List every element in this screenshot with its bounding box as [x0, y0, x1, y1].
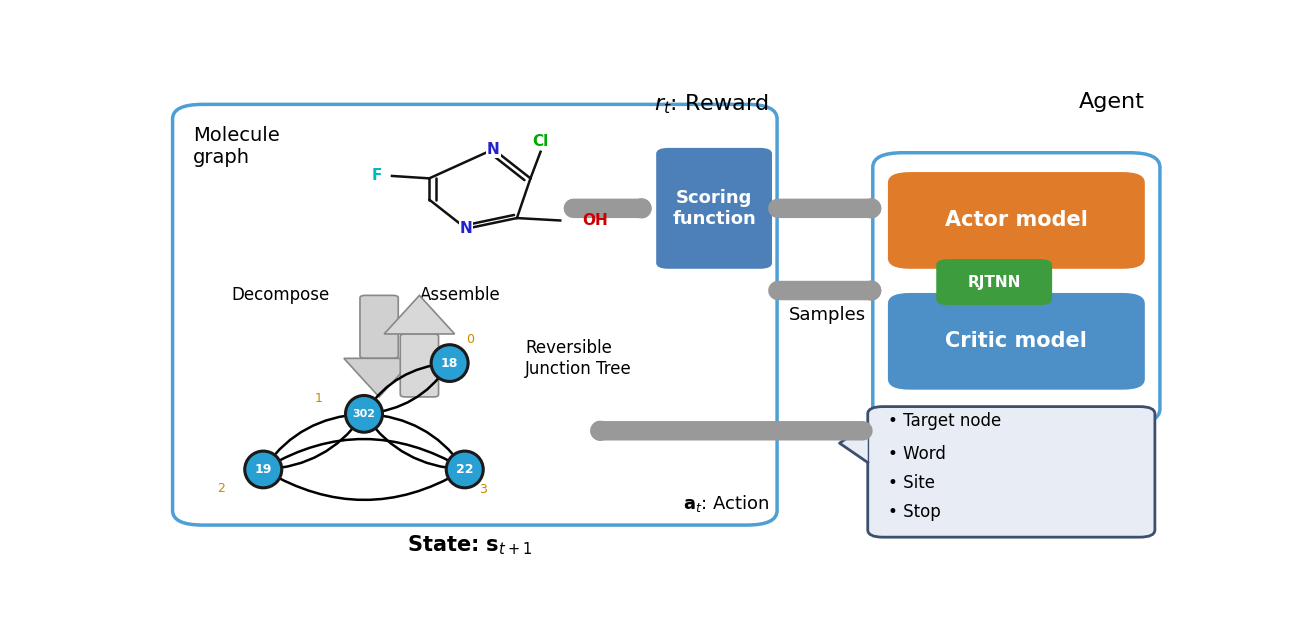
Text: $\mathbf{a}_t$: Action: $\mathbf{a}_t$: Action [684, 493, 770, 514]
Polygon shape [385, 295, 455, 334]
Text: N: N [460, 221, 473, 236]
Text: Actor model: Actor model [945, 210, 1088, 230]
Text: 19: 19 [255, 463, 272, 476]
FancyBboxPatch shape [656, 148, 772, 269]
Text: 1: 1 [315, 392, 322, 405]
FancyBboxPatch shape [400, 334, 438, 397]
Text: 2: 2 [217, 482, 225, 495]
Text: 22: 22 [456, 463, 473, 476]
Polygon shape [840, 424, 868, 462]
Text: Agent: Agent [1079, 92, 1145, 112]
Text: $r_t$: Reward: $r_t$: Reward [654, 92, 768, 116]
Ellipse shape [432, 345, 468, 381]
FancyBboxPatch shape [936, 259, 1052, 305]
Text: Critic model: Critic model [945, 332, 1087, 351]
FancyBboxPatch shape [888, 172, 1145, 269]
Text: 3: 3 [478, 484, 486, 496]
Text: F: F [372, 168, 382, 183]
Text: N: N [488, 142, 499, 157]
Text: State: $\mathbf{s}_{t+1}$: State: $\mathbf{s}_{t+1}$ [407, 533, 532, 556]
Text: 18: 18 [441, 357, 459, 370]
Text: Reversible
Junction Tree: Reversible Junction Tree [525, 339, 632, 377]
Text: 0: 0 [465, 333, 473, 347]
Text: Decompose: Decompose [231, 286, 329, 305]
Ellipse shape [244, 451, 282, 488]
Text: RJTNN: RJTNN [967, 274, 1021, 290]
Text: Scoring
function: Scoring function [672, 189, 757, 228]
Text: 302: 302 [352, 409, 376, 419]
Text: • Stop: • Stop [888, 502, 941, 521]
Polygon shape [343, 359, 415, 397]
FancyBboxPatch shape [888, 293, 1145, 389]
Text: Assemble: Assemble [420, 286, 500, 305]
Text: • Target node: • Target node [888, 412, 1001, 430]
Text: Samples: Samples [789, 306, 866, 323]
Ellipse shape [446, 451, 484, 488]
Text: • Site: • Site [888, 474, 935, 492]
Text: Molecule
graph: Molecule graph [192, 126, 280, 167]
Text: Cl: Cl [533, 134, 549, 149]
Ellipse shape [346, 396, 382, 432]
FancyBboxPatch shape [868, 406, 1154, 537]
Text: OH: OH [582, 213, 608, 228]
FancyBboxPatch shape [360, 295, 398, 359]
Text: • Word: • Word [888, 445, 946, 462]
